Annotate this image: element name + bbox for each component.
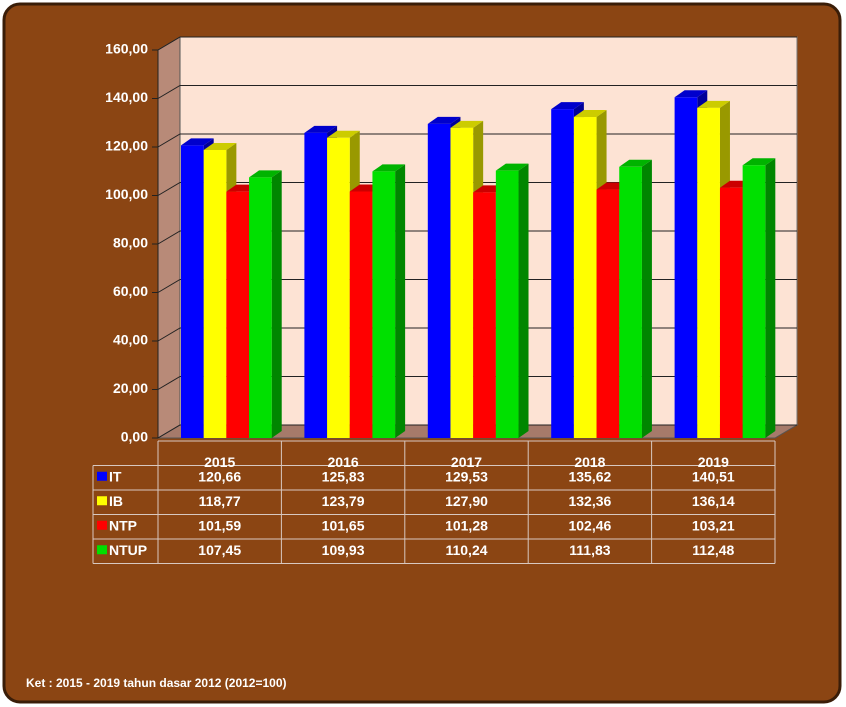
bar-top	[619, 159, 652, 167]
bar	[372, 171, 396, 439]
legend-label: NTUP	[109, 542, 147, 558]
bar	[226, 191, 250, 438]
bar	[473, 192, 496, 438]
bar-top	[249, 170, 282, 178]
bar-top	[181, 138, 214, 146]
bar-top	[427, 116, 461, 124]
table-value: 101,28	[445, 517, 488, 533]
bar	[349, 191, 373, 438]
table-value: 135,62	[568, 468, 611, 484]
bar-side	[395, 164, 406, 439]
bar-top	[203, 142, 237, 150]
bar	[674, 97, 698, 439]
bar	[742, 165, 766, 438]
bar-top	[573, 110, 607, 118]
note: Ket : 2015 - 2019 tahun dasar 2012 (2012…	[26, 676, 286, 690]
table-value: 118,77	[199, 493, 241, 509]
grid-line	[157, 36, 797, 51]
table-value: 103,21	[692, 517, 735, 533]
table-value: 140,51	[692, 468, 735, 484]
table-value: 129,53	[445, 468, 488, 484]
legend-swatch	[97, 520, 107, 530]
table-value: 101,59	[198, 517, 241, 533]
table-value: 132,36	[568, 493, 611, 509]
bar	[619, 166, 642, 438]
legend-swatch	[97, 545, 107, 555]
y-tick-label: 100,00	[105, 186, 148, 202]
table-value: 112,48	[692, 542, 734, 558]
bar	[573, 117, 597, 438]
table-value: 101,65	[322, 517, 365, 533]
legend-label: IB	[109, 493, 123, 509]
x-tick-label: 2019	[698, 454, 729, 470]
bar-top	[372, 164, 406, 172]
legend-label: NTP	[109, 517, 137, 533]
bar-side	[518, 163, 529, 438]
bar-side	[271, 170, 282, 438]
y-tick-label: 80,00	[113, 235, 148, 251]
y-tick-label: 120,00	[105, 138, 148, 154]
table-value: 136,14	[692, 493, 735, 509]
table-value: 110,24	[445, 542, 487, 558]
bar	[427, 123, 451, 439]
table-value: 123,79	[322, 493, 365, 509]
y-tick-label: 0,00	[121, 429, 148, 445]
grid-line	[157, 85, 797, 99]
table-value: 127,90	[445, 493, 488, 509]
bar	[249, 177, 272, 438]
bar	[181, 145, 204, 438]
bar-side	[765, 158, 776, 438]
x-tick-label: 2018	[574, 454, 605, 470]
bar-top	[697, 100, 730, 108]
bar	[203, 149, 227, 438]
bar	[327, 137, 350, 438]
y-tick-label: 60,00	[113, 283, 148, 299]
y-tick-label: 140,00	[105, 89, 148, 105]
legend-swatch	[97, 496, 107, 506]
bar-top	[327, 130, 360, 138]
y-tick-label: 160,00	[105, 41, 148, 57]
y-tick-label: 40,00	[113, 332, 148, 348]
bar	[495, 170, 519, 438]
bar-top	[450, 120, 484, 128]
x-tick-label: 2016	[328, 454, 359, 470]
table-value: 125,83	[322, 468, 365, 484]
bar	[450, 127, 474, 438]
legend-swatch	[97, 471, 107, 481]
x-tick-label: 2015	[204, 454, 235, 470]
bar-top	[551, 102, 584, 110]
bar	[697, 107, 720, 438]
bar-side	[641, 159, 652, 438]
y-tick-label: 20,00	[113, 380, 148, 396]
bar-top	[742, 158, 776, 166]
table-value: 109,93	[322, 542, 365, 558]
x-tick-label: 2017	[451, 454, 482, 470]
bar	[304, 132, 328, 438]
legend-label: IT	[109, 468, 122, 484]
bar	[551, 109, 574, 439]
table-value: 111,83	[569, 542, 610, 558]
bar	[596, 189, 620, 438]
bar	[719, 187, 743, 438]
bar-top	[495, 163, 529, 171]
table-value: 120,66	[198, 468, 241, 484]
bar-top	[304, 125, 338, 133]
table-value: 102,46	[568, 517, 611, 533]
table-value: 107,45	[198, 542, 241, 558]
bar-top	[674, 90, 708, 98]
